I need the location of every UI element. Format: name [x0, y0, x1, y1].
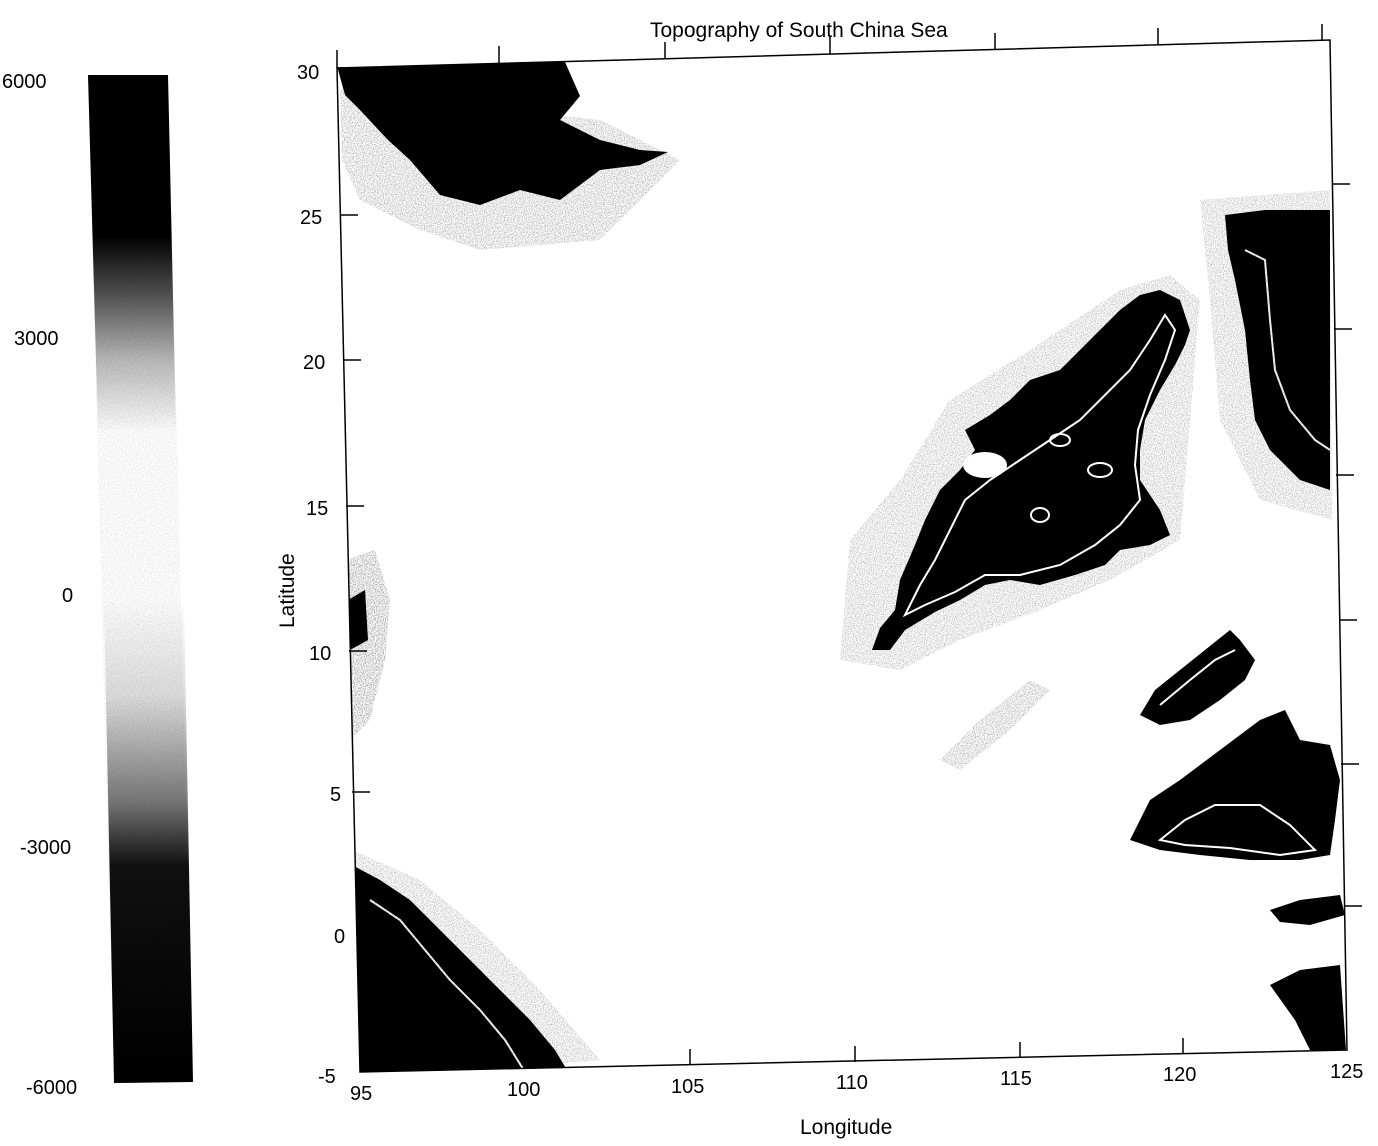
y-tick-label: 15 [306, 498, 328, 520]
land-molucca [1270, 965, 1346, 1050]
lake-contour [1087, 462, 1113, 478]
colorbar-tick-label: 0 [62, 585, 73, 607]
land-indochina-halo [840, 275, 1200, 670]
colorbar-tick-label: -3000 [20, 837, 71, 859]
chart-title: Topography of South China Sea [650, 19, 948, 42]
x-tick-label: 115 [1000, 1068, 1032, 1090]
y-tick-label: 10 [309, 643, 331, 665]
colorbar: 6000 3000 0 -3000 -6000 [2, 71, 193, 1099]
land-himalaya-speckle [340, 90, 680, 250]
land-borneo-contour [1157, 804, 1318, 857]
y-tick-label: -5 [318, 1066, 336, 1088]
left-ticks [337, 67, 374, 935]
y-tick-labels: 30 25 20 15 10 5 0 -5 [297, 62, 345, 1088]
land-sulawesi [1270, 895, 1345, 925]
x-tick-label: 100 [507, 1079, 540, 1101]
plot-frame [336, 39, 1348, 1073]
lake-contour [1049, 433, 1071, 447]
lake-contour [963, 452, 1007, 478]
right-ticks [1332, 183, 1362, 907]
x-tick-label: 125 [1330, 1061, 1363, 1083]
y-tick-label: 5 [330, 784, 341, 806]
x-axis-title: Longitude [800, 1116, 892, 1139]
x-tick-labels: 95 100 105 110 115 120 125 [350, 1061, 1363, 1105]
seamount-streak [940, 680, 1050, 770]
colorbar-tick-label: 3000 [14, 328, 59, 350]
y-tick-label: 25 [300, 207, 322, 229]
y-tick-label: 30 [297, 62, 319, 84]
top-ticks [336, 24, 1323, 68]
map-area [337, 40, 1347, 1072]
colorbar-tick-label: -6000 [26, 1077, 77, 1099]
y-tick-label: 0 [334, 926, 345, 948]
y-axis-title: Latitude [276, 553, 299, 628]
x-tick-label: 95 [350, 1083, 372, 1105]
bottom-ticks [361, 1038, 1184, 1072]
land-indochina-contour [902, 313, 1177, 618]
x-tick-label: 110 [836, 1072, 868, 1094]
lake-contour [1030, 507, 1050, 523]
y-tick-label: 20 [303, 352, 325, 374]
colorbar-tick-label: 6000 [2, 71, 47, 93]
x-tick-label: 105 [671, 1076, 704, 1098]
x-tick-label: 120 [1163, 1064, 1196, 1086]
